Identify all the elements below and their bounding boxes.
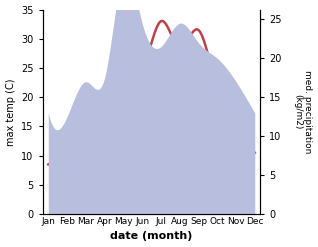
Y-axis label: med. precipitation
(kg/m2): med. precipitation (kg/m2) — [293, 70, 313, 154]
X-axis label: date (month): date (month) — [110, 231, 193, 242]
Y-axis label: max temp (C): max temp (C) — [5, 78, 16, 145]
